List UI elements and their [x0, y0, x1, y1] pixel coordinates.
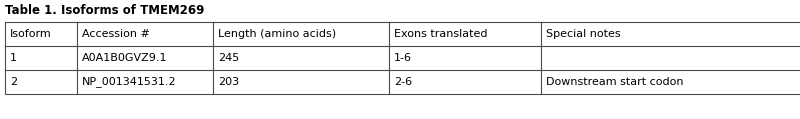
- Bar: [5, 22, 800, 94]
- Text: NP_001341531.2: NP_001341531.2: [82, 77, 177, 87]
- Text: Downstream start codon: Downstream start codon: [546, 77, 683, 87]
- Text: Isoform: Isoform: [10, 29, 52, 39]
- Text: 1: 1: [10, 53, 17, 63]
- Text: 203: 203: [218, 77, 239, 87]
- Text: Accession #: Accession #: [82, 29, 150, 39]
- Text: A0A1B0GVZ9.1: A0A1B0GVZ9.1: [82, 53, 167, 63]
- Text: Table 1. Isoforms of TMEM269: Table 1. Isoforms of TMEM269: [5, 5, 204, 17]
- Text: 2-6: 2-6: [394, 77, 412, 87]
- Text: 2: 2: [10, 77, 17, 87]
- Text: 1-6: 1-6: [394, 53, 412, 63]
- Text: Exons translated: Exons translated: [394, 29, 487, 39]
- Text: Special notes: Special notes: [546, 29, 621, 39]
- Text: 245: 245: [218, 53, 239, 63]
- Text: Length (amino acids): Length (amino acids): [218, 29, 336, 39]
